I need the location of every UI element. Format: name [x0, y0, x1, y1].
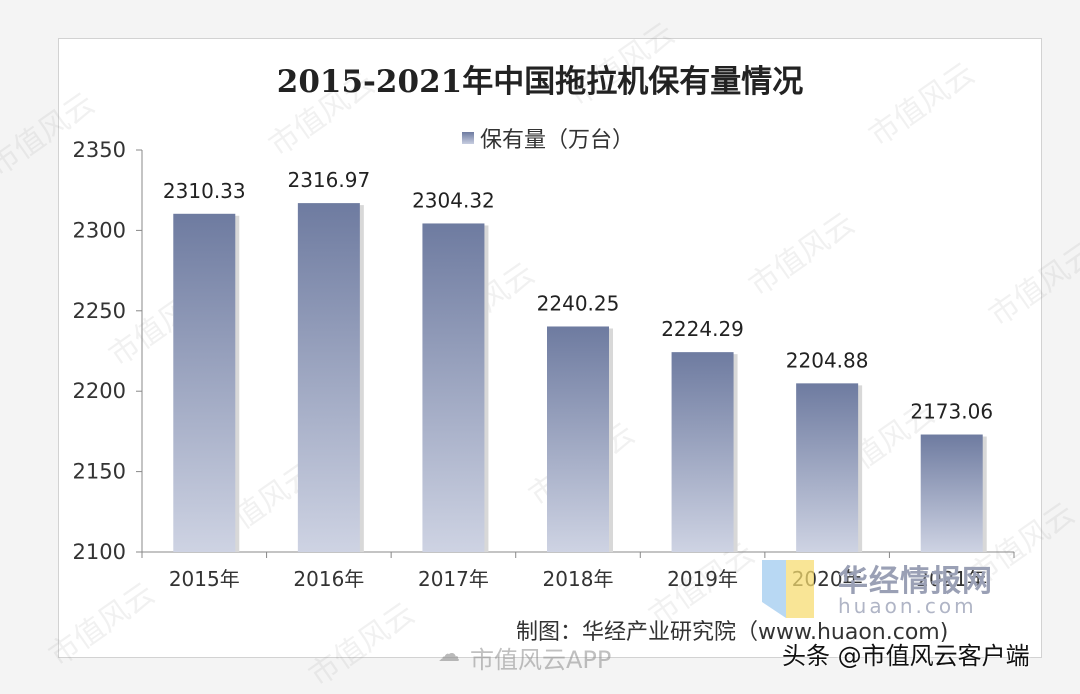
- x-tick-label: 2016年: [293, 567, 364, 591]
- y-tick-label: 2150: [73, 460, 126, 484]
- bar-value-label: 2304.32: [412, 188, 495, 212]
- y-tick-label: 2200: [73, 379, 126, 403]
- chart-credit: 制图：华经产业研究院（www.huaon.com): [516, 620, 949, 645]
- brand-logo: [762, 560, 814, 618]
- bar: [297, 203, 360, 552]
- x-tick-label: 2019年: [667, 567, 738, 591]
- y-tick-label: 2300: [73, 218, 126, 242]
- x-tick-label: 2018年: [543, 567, 614, 591]
- bar-value-label: 2173.06: [910, 400, 993, 424]
- bar: [173, 213, 236, 552]
- bar-chart-plot: 2100 2150 2200 2250 2300 2350 2310.33 2015年 231…: [73, 138, 1015, 591]
- y-tick-label: 2350: [73, 138, 126, 162]
- bar: [796, 383, 859, 552]
- weibo-icon: ☁: [438, 642, 460, 667]
- legend-label: 保有量（万台）: [480, 128, 635, 153]
- brand-name: 华经情报网: [838, 564, 993, 599]
- legend-swatch: [462, 132, 474, 144]
- source-tag: 头条 @市值风云客户端: [782, 642, 1030, 670]
- x-tick-label: 2015年: [169, 567, 240, 591]
- y-tick-label: 2100: [73, 540, 126, 564]
- brand-url: huaon.com: [838, 594, 977, 618]
- bar-value-label: 2316.97: [287, 168, 370, 192]
- bar-value-label: 2240.25: [537, 291, 620, 315]
- legend: 保有量（万台）: [462, 122, 634, 154]
- app-watermark-label: 市值风云APP: [470, 646, 612, 674]
- y-tick-label: 2250: [73, 299, 126, 323]
- chart-title: 2015-2021年中国拖拉机保有量情况: [276, 64, 804, 100]
- bar: [920, 434, 983, 552]
- bar-value-label: 2204.88: [786, 348, 869, 372]
- bar: [547, 326, 609, 552]
- bar-value-label: 2224.29: [661, 317, 744, 341]
- bar-value-label: 2310.33: [163, 179, 246, 203]
- x-tick-label: 2017年: [418, 567, 489, 591]
- bar: [671, 352, 734, 552]
- x-tick-label: 2021年: [916, 567, 987, 591]
- bar: [422, 223, 485, 553]
